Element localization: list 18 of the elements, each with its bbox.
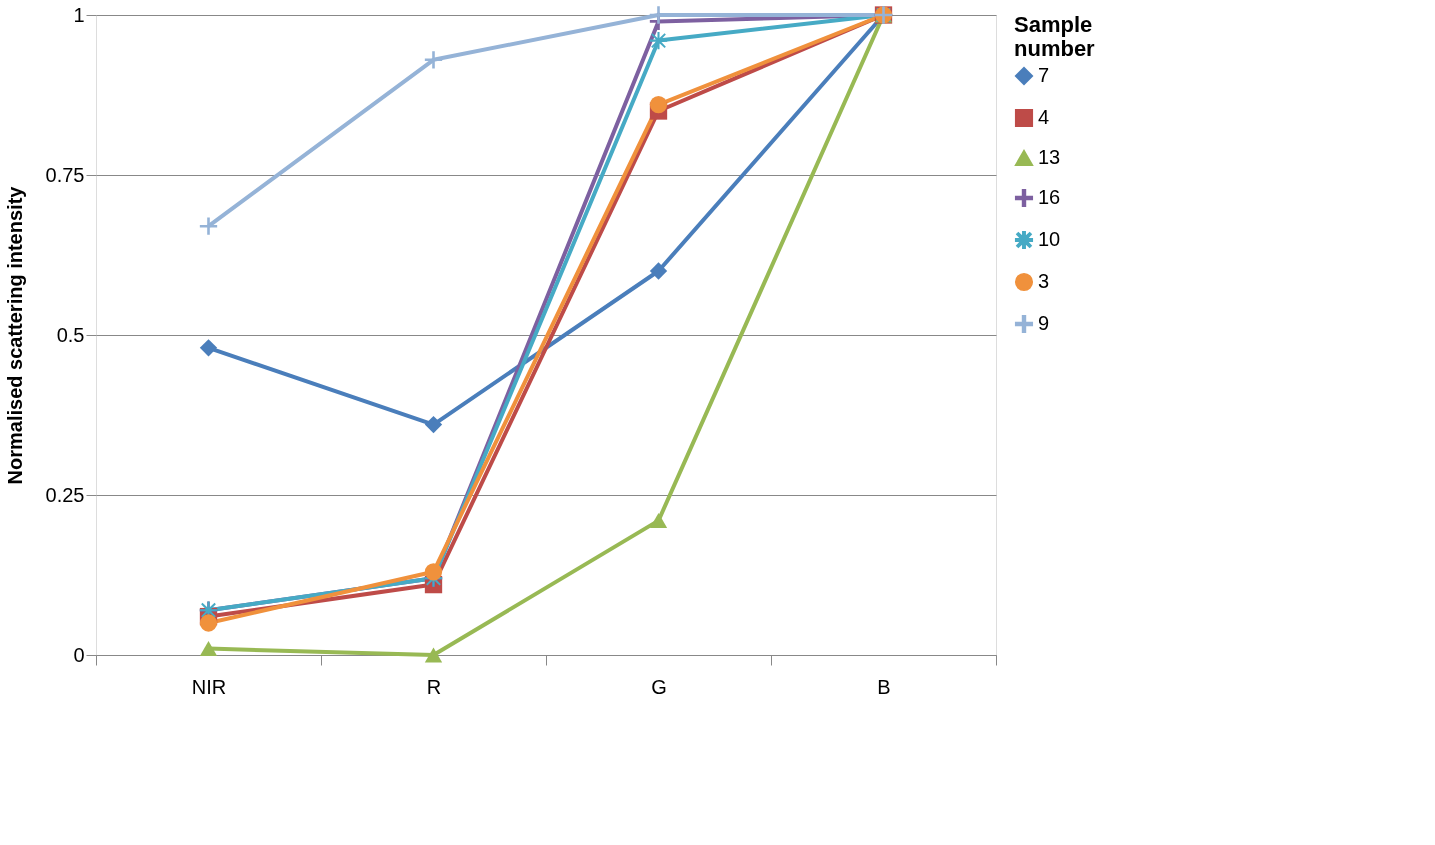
x-tick-label: NIR	[191, 675, 227, 698]
y-axis-title: Normalised scattering intensity	[3, 185, 26, 485]
legend-label: 16	[1038, 186, 1061, 208]
y-tick-label: 0.75	[45, 163, 85, 186]
y-tick-label: 0.5	[56, 323, 85, 346]
x-tick-label: B	[877, 675, 891, 698]
y-tick-label: 0.25	[45, 483, 85, 506]
x-tick-label: G	[651, 675, 667, 698]
legend-label: 9	[1038, 312, 1050, 334]
legend-label: 4	[1038, 106, 1050, 128]
y-tick-label: 1	[73, 3, 85, 26]
legend-label: 3	[1038, 270, 1050, 292]
legend-title: Sample number	[1014, 12, 1096, 61]
legend-label: 10	[1038, 228, 1061, 250]
y-tick-label: 0	[73, 643, 85, 666]
legend-label: 13	[1038, 146, 1061, 168]
x-tick-label: R	[426, 675, 442, 698]
legend-label: 7	[1038, 64, 1050, 86]
